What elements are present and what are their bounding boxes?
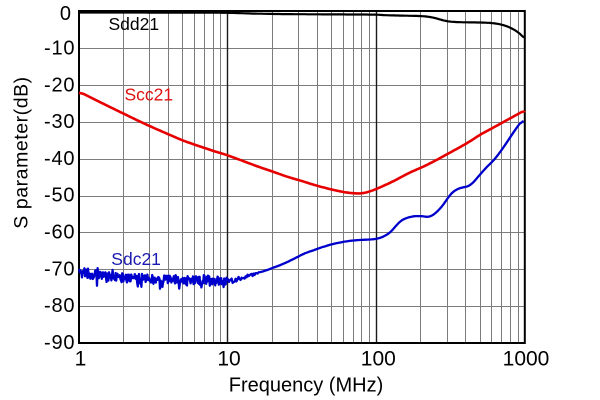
svg-text:0: 0 [60, 3, 71, 25]
svg-text:-50: -50 [44, 185, 75, 207]
svg-text:-60: -60 [44, 222, 75, 244]
svg-text:Sdc21: Sdc21 [111, 249, 161, 269]
svg-text:-10: -10 [44, 38, 75, 60]
svg-text:-30: -30 [44, 111, 75, 133]
svg-text:Sdd21: Sdd21 [109, 14, 160, 34]
svg-text:-20: -20 [44, 74, 75, 96]
svg-text:-90: -90 [44, 332, 75, 354]
svg-text:-70: -70 [44, 258, 75, 280]
svg-text:1: 1 [75, 347, 87, 370]
svg-text:S parameter(dB): S parameter(dB) [11, 76, 33, 228]
svg-text:-80: -80 [44, 295, 75, 317]
svg-text:10: 10 [217, 347, 240, 370]
svg-text:Frequency (MHz): Frequency (MHz) [229, 375, 383, 397]
svg-text:100: 100 [361, 347, 396, 370]
svg-text:1000: 1000 [503, 347, 550, 370]
svg-text:-40: -40 [44, 148, 75, 170]
svg-text:Scc21: Scc21 [125, 85, 174, 105]
